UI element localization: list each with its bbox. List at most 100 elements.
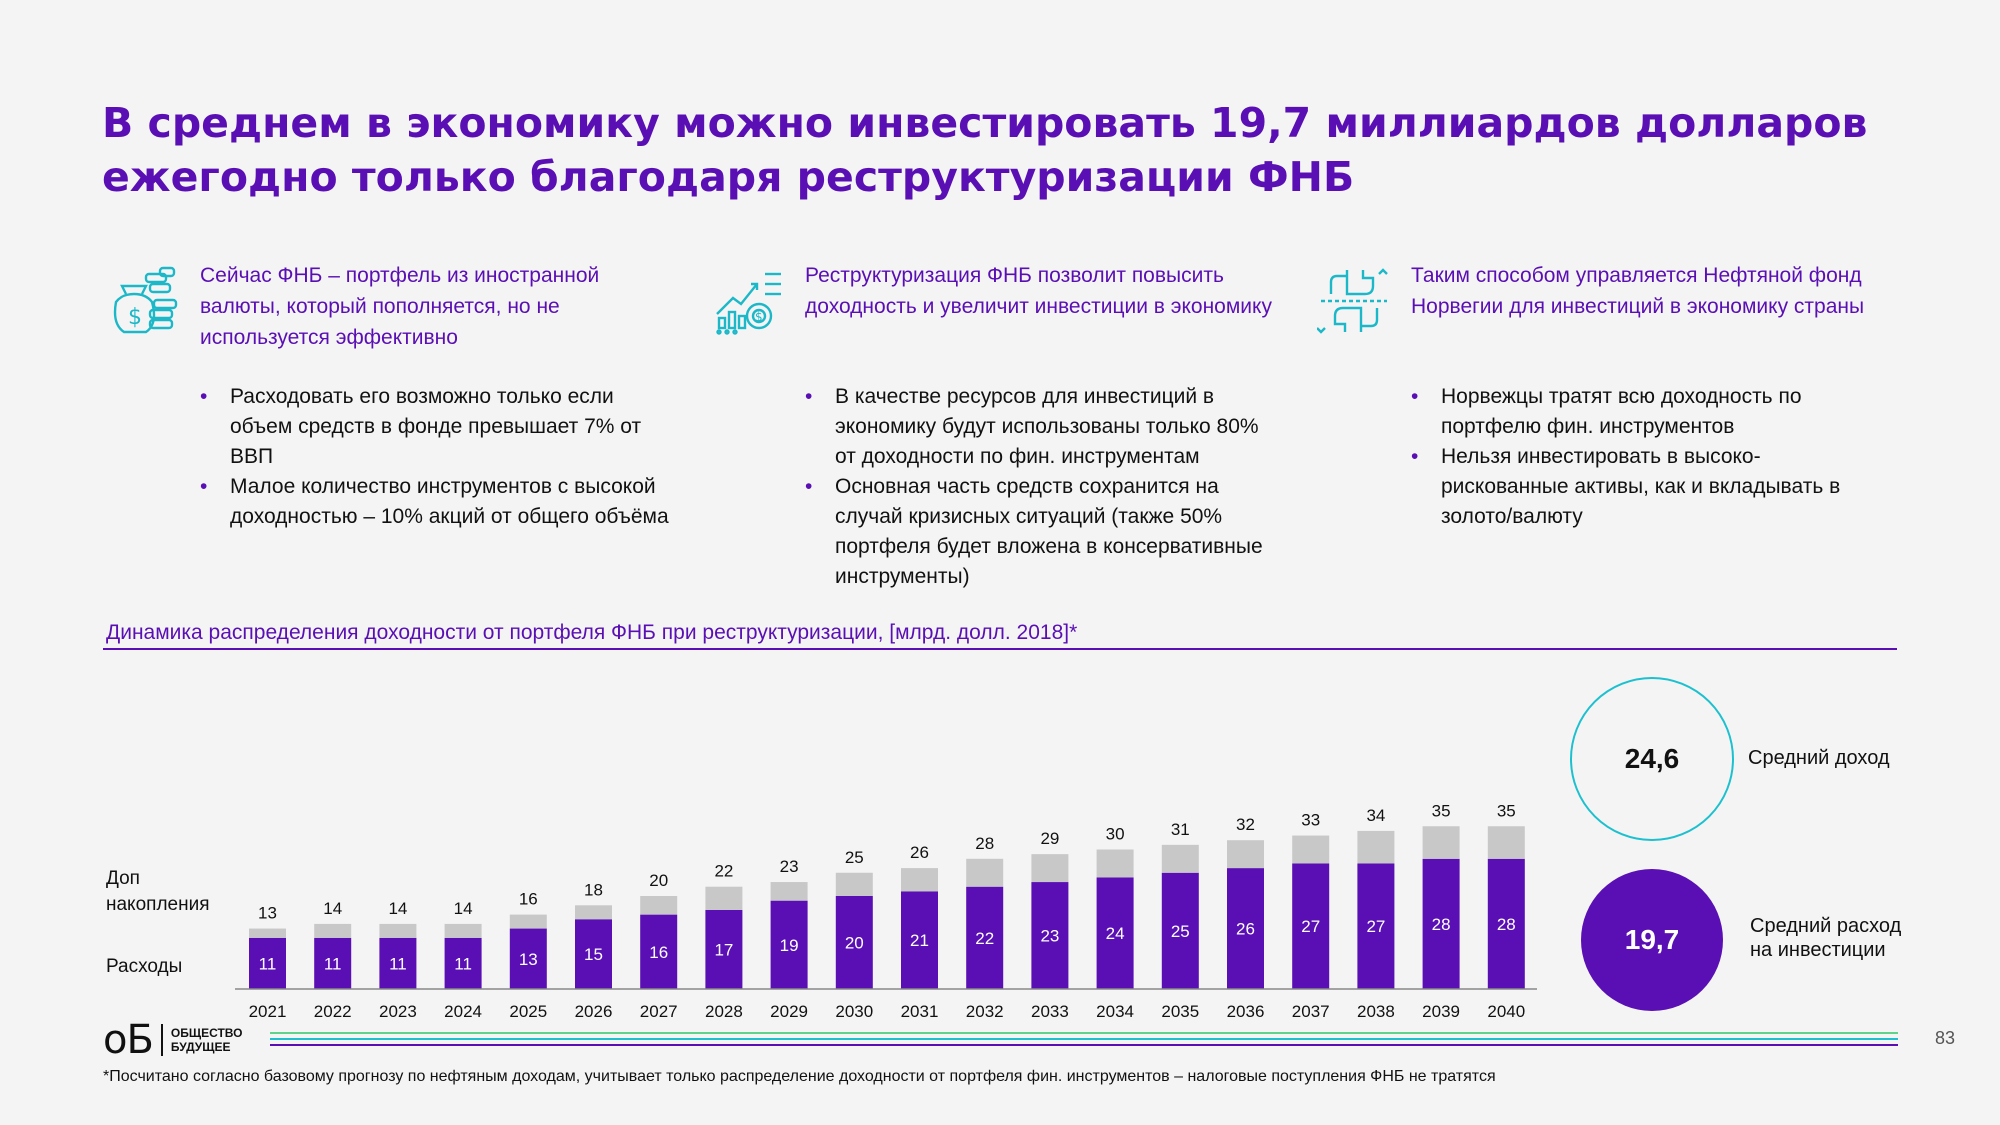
- list-item: Расходовать его возможно только если объ…: [200, 382, 670, 472]
- x-tick-label: 2037: [1292, 1002, 1330, 1021]
- x-tick-label: 2039: [1422, 1002, 1460, 1021]
- x-tick-label: 2028: [705, 1002, 743, 1021]
- bar-total-label: 23: [780, 857, 799, 876]
- bar-accumulation: [379, 923, 417, 938]
- bar-value-label: 23: [1040, 927, 1059, 946]
- x-tick-label: 2038: [1357, 1002, 1395, 1021]
- x-tick-label: 2021: [249, 1002, 287, 1021]
- bar-expenses: [249, 937, 286, 989]
- list-item: В качестве ресурсов для инвестиций в эко…: [805, 382, 1275, 472]
- bar-total-label: 14: [388, 899, 407, 918]
- bar-total-label: 31: [1171, 820, 1190, 839]
- bar-value-label: 27: [1301, 917, 1320, 936]
- bar-accumulation: [575, 905, 612, 920]
- column-heading: Сейчас ФНБ – портфель из иностранной вал…: [200, 264, 600, 349]
- bar-accumulation: [1031, 854, 1069, 883]
- bar-accumulation: [1422, 826, 1460, 859]
- bar-expenses: [575, 919, 612, 989]
- x-tick-label: 2034: [1096, 1002, 1134, 1021]
- bar-total-label: 35: [1497, 801, 1516, 820]
- bar-expenses: [1096, 877, 1134, 989]
- chart-divider: [103, 648, 1897, 650]
- bar-total-label: 20: [649, 871, 668, 890]
- list-item: Малое количество инструментов с высокой …: [200, 472, 670, 532]
- x-tick-label: 2029: [770, 1002, 808, 1021]
- x-tick-label: 2026: [575, 1002, 613, 1021]
- chart-title: Динамика распределения доходности от пор…: [106, 621, 1078, 644]
- bar-accumulation: [1487, 826, 1525, 859]
- bar-value-label: 16: [649, 943, 668, 962]
- bar-value-label: 24: [1106, 924, 1125, 943]
- bar-accumulation: [1161, 844, 1199, 873]
- bar-total-label: 14: [323, 899, 342, 918]
- bar-value-label: 11: [259, 954, 277, 973]
- bar-expenses: [1161, 872, 1199, 989]
- x-tick-label: 2031: [901, 1002, 939, 1021]
- bar-total-label: 35: [1432, 801, 1451, 820]
- footer-stripe-cyan: [270, 1038, 1898, 1040]
- bar-total-label: 33: [1301, 811, 1320, 830]
- bar-value-label: 11: [389, 954, 407, 973]
- bar-expenses: [640, 914, 678, 989]
- page-title: В среднем в экономику можно инвестироват…: [102, 99, 1868, 201]
- bar-expenses: [1422, 858, 1460, 989]
- page-number: 83: [1935, 1028, 1956, 1048]
- x-tick-label: 2036: [1227, 1002, 1265, 1021]
- bar-accumulation: [509, 914, 547, 929]
- bar-value-label: 15: [584, 945, 603, 964]
- hands-exchange-icon: [1316, 264, 1391, 338]
- avg-income-value: 24,6: [1624, 743, 1680, 774]
- bar-expenses: [379, 937, 417, 989]
- bar-value-label: 11: [324, 954, 342, 973]
- legend-expenses-label: Расходы: [106, 956, 183, 977]
- x-tick-label: 2024: [444, 1002, 482, 1021]
- bullet-list: Норвежцы тратят всю доходность по портфе…: [1411, 382, 1881, 532]
- bar-accumulation: [444, 923, 482, 938]
- growth-chart-gear-icon: $: [711, 264, 785, 338]
- x-tick-label: 2030: [835, 1002, 873, 1021]
- x-tick-label: 2027: [640, 1002, 678, 1021]
- bar-expenses: [314, 937, 352, 989]
- bar-expenses: [1227, 868, 1264, 989]
- bar-total-label: 34: [1366, 806, 1385, 825]
- avg-invest-circle: 19,7: [1581, 869, 1723, 1011]
- bar-accumulation: [1292, 835, 1330, 864]
- bar-accumulation: [1227, 840, 1264, 869]
- svg-text:$: $: [128, 305, 142, 330]
- bar-total-label: 16: [519, 890, 538, 909]
- bar-expenses: [509, 928, 547, 989]
- bar-total-label: 32: [1236, 815, 1255, 834]
- brand-logo: oБ ОБЩЕСТВО БУДУЩЕЕ: [103, 1020, 243, 1060]
- bar-value-label: 26: [1236, 920, 1255, 939]
- bar-expenses: [966, 886, 1004, 989]
- bar-value-label: 21: [910, 931, 929, 950]
- bar-value-label: 20: [845, 934, 864, 953]
- bar-value-label: 13: [519, 950, 538, 969]
- bar-accumulation: [770, 882, 808, 901]
- logo-separator: [160, 1024, 163, 1056]
- bar-expenses: [1357, 863, 1395, 989]
- svg-text:$: $: [755, 310, 763, 324]
- avg-income-label: Средний доход: [1748, 747, 1890, 769]
- x-tick-label: 2033: [1031, 1002, 1069, 1021]
- bar-expenses: [770, 900, 808, 989]
- bar-accumulation: [314, 923, 352, 938]
- list-item: Норвежцы тратят всю доходность по портфе…: [1411, 382, 1881, 442]
- avg-invest-label: Средний расход на инвестиции: [1750, 915, 1902, 961]
- bar-expenses: [1292, 863, 1330, 989]
- bar-expenses: [705, 909, 743, 989]
- avg-invest-value: 19,7: [1624, 924, 1680, 955]
- legend-accumulation-label: Доп накопления: [106, 868, 210, 915]
- list-item: Нельзя инвестировать в высоко-рискованны…: [1411, 442, 1881, 532]
- column-heading: Таким способом управляется Нефтяной фонд…: [1411, 264, 1865, 318]
- footer-stripe-purple: [270, 1044, 1898, 1046]
- bar-expenses: [1031, 882, 1069, 989]
- bar-total-label: 13: [258, 904, 277, 923]
- bar-value-label: 25: [1171, 922, 1190, 941]
- bar-total-label: 14: [454, 899, 473, 918]
- bar-value-label: 28: [1497, 915, 1516, 934]
- bar-expenses: [1487, 858, 1525, 989]
- x-tick-label: 2023: [379, 1002, 417, 1021]
- bar-accumulation: [966, 858, 1004, 887]
- bar-accumulation: [1096, 849, 1134, 878]
